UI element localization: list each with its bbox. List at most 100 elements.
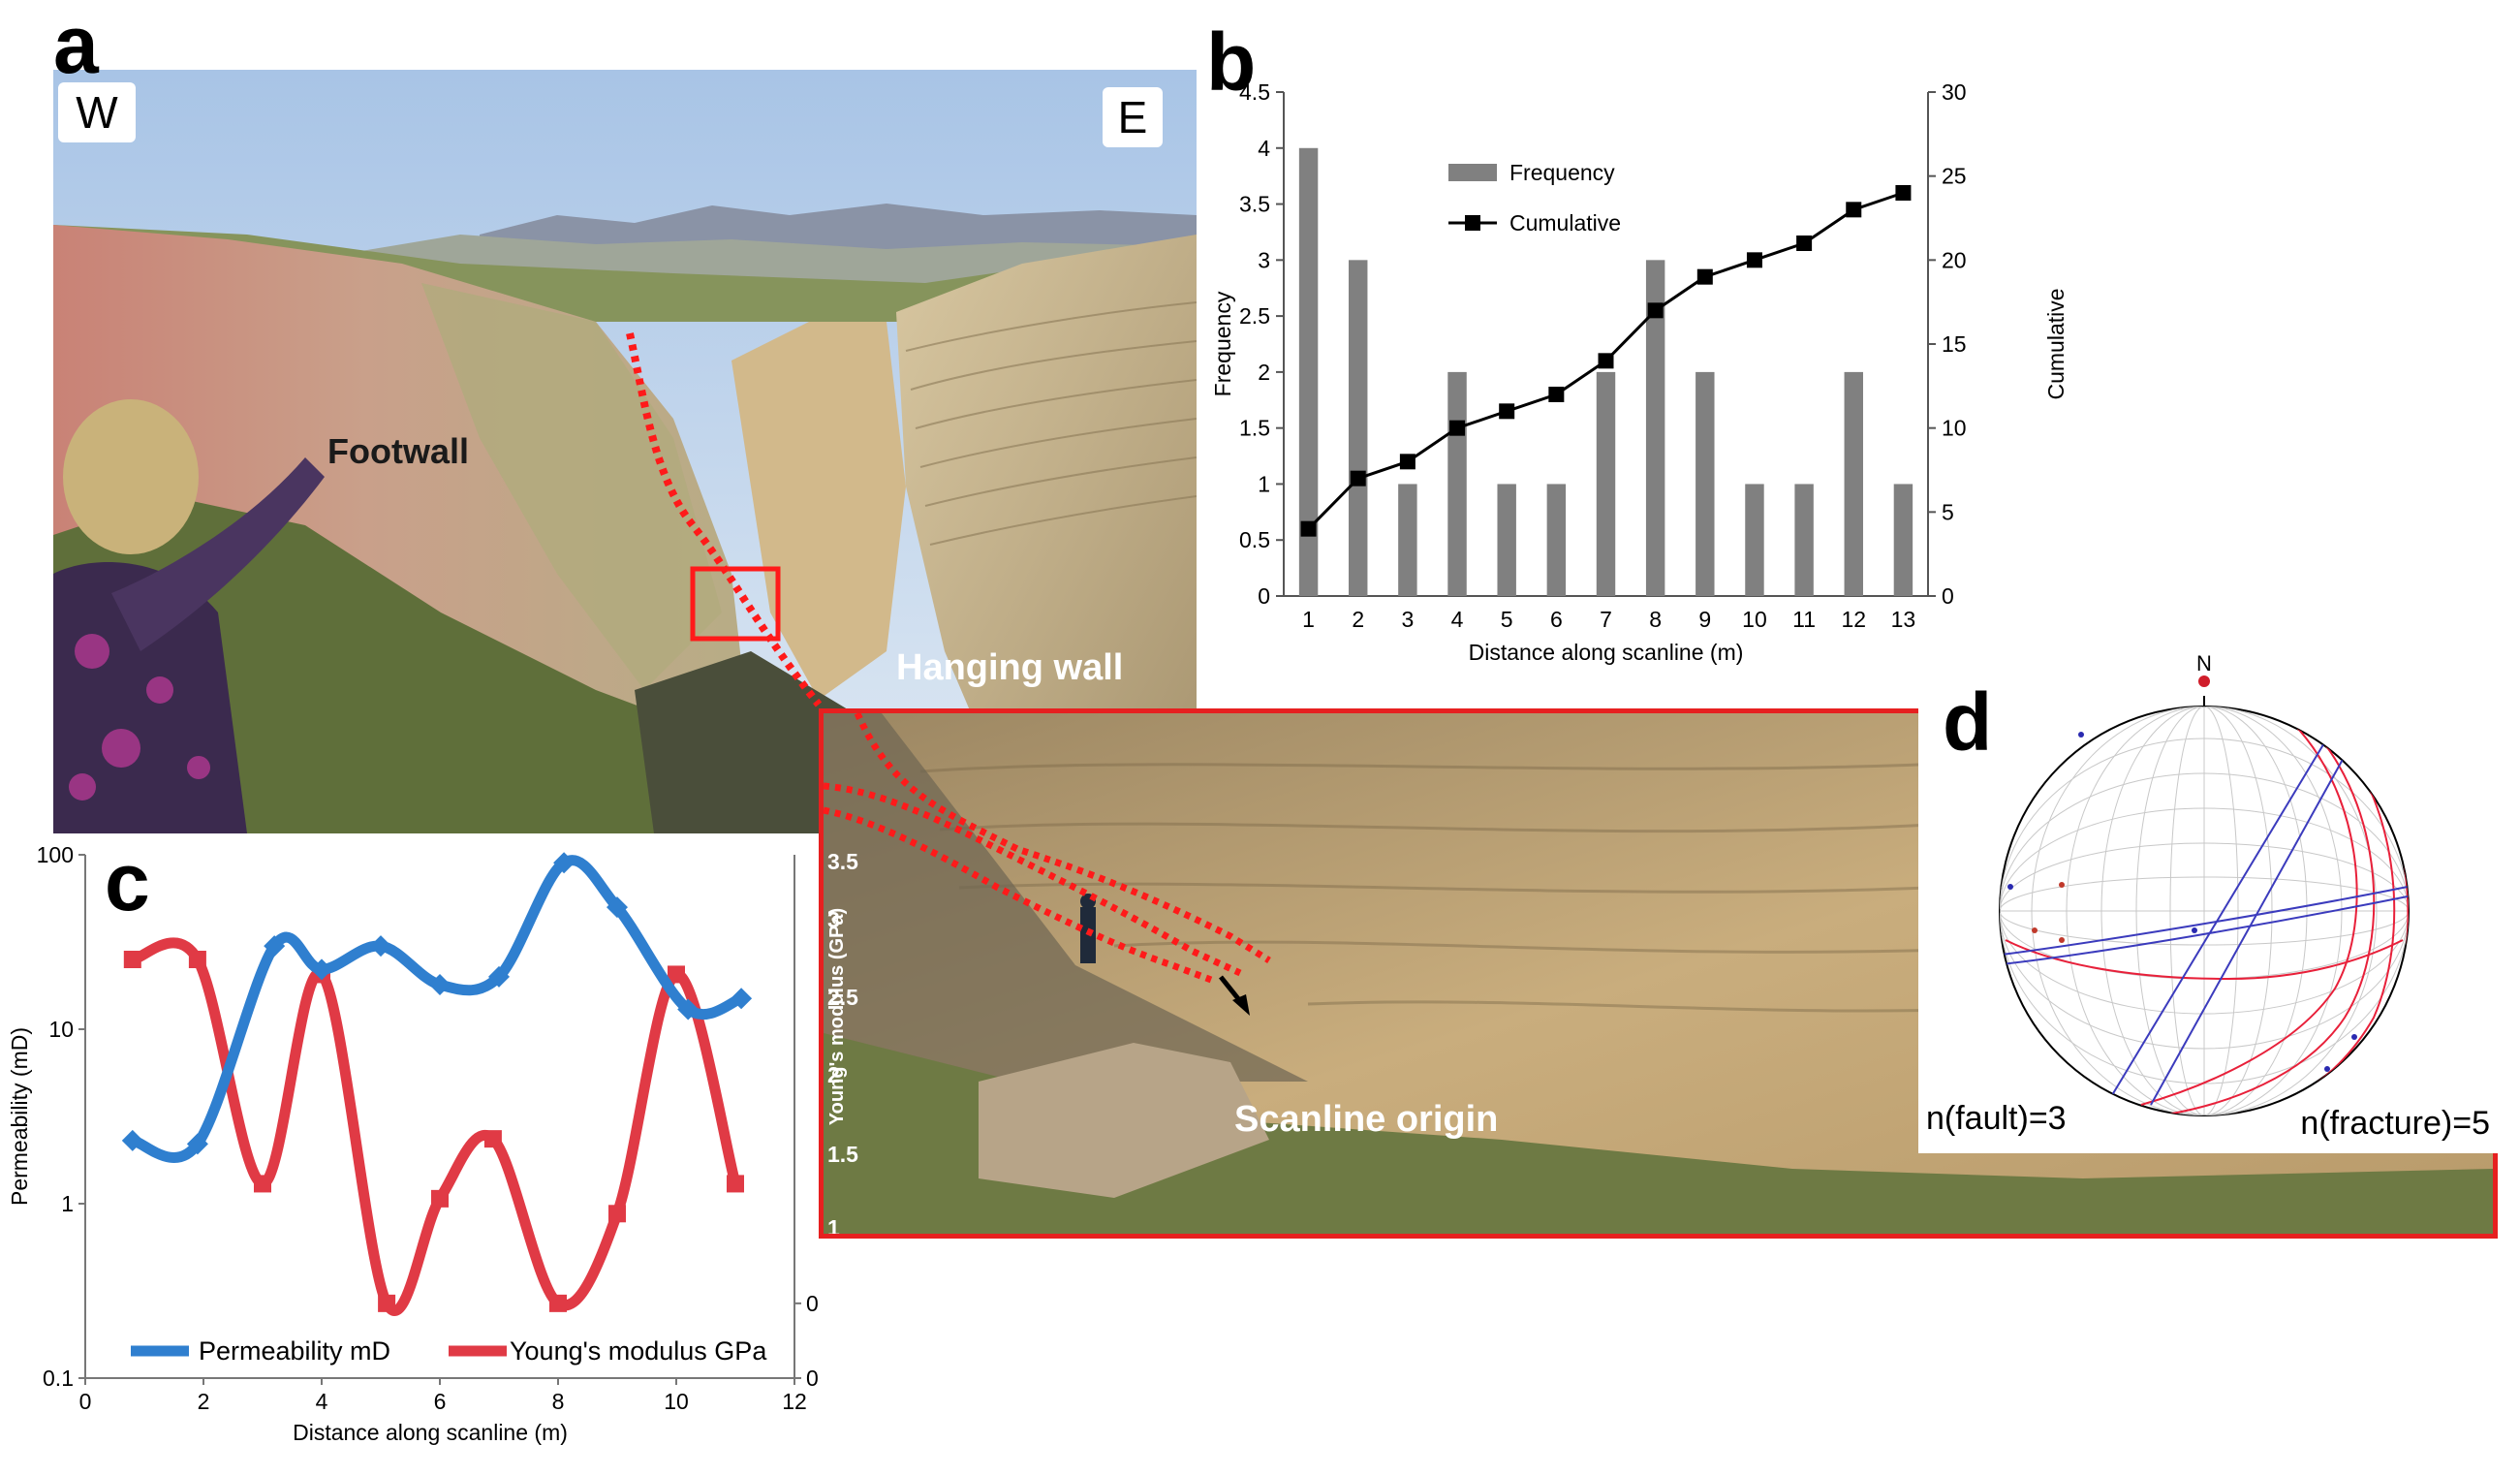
y2-tick-label: 25 <box>1942 164 1967 189</box>
west-label: W <box>58 82 136 142</box>
legend-cumulative-label: Cumulative <box>1509 210 1621 236</box>
cumulative-point <box>1598 353 1614 369</box>
x-tick-label: 8 <box>1649 607 1662 632</box>
cumulative-point <box>1647 302 1664 319</box>
y-tick-label: 0.1 <box>43 1366 74 1391</box>
y2-tick-label: 20 <box>1942 247 1967 272</box>
cumulative-point <box>1895 185 1912 201</box>
legend-cumulative-marker <box>1465 215 1480 231</box>
x-tick-label: 4 <box>316 1389 328 1414</box>
x-tick-label: 7 <box>1600 607 1612 632</box>
permeability-point <box>553 852 576 874</box>
cumulative-point <box>1696 268 1713 285</box>
youngs-modulus-line <box>127 937 741 1317</box>
x-tick-label: 12 <box>1841 607 1866 632</box>
y2-tick-label: 0 <box>1942 583 1954 609</box>
inset-location-box <box>690 566 781 642</box>
pole-points <box>2007 732 2357 1072</box>
frequency-bar <box>1696 371 1715 596</box>
permeability-line <box>127 855 747 1163</box>
young-tick-3: 3 <box>827 907 840 932</box>
x-tick-label: 4 <box>1451 607 1464 632</box>
x-tick-label: 2 <box>198 1389 210 1414</box>
cumulative-point <box>1548 387 1565 402</box>
cumulative-point <box>1350 470 1366 487</box>
x-tick-label: 12 <box>782 1389 807 1414</box>
x-axis-label: Distance along scanline (m) <box>1469 640 1744 665</box>
frequency-bar <box>1298 147 1319 596</box>
frequency-bar <box>1349 260 1368 596</box>
youngs-modulus-point <box>668 965 685 984</box>
y-tick-label: 4 <box>1258 136 1270 161</box>
y2-tick-label: 5 <box>1942 499 1954 524</box>
y2-tick-label: 15 <box>1942 331 1967 357</box>
x-tick-label: 10 <box>664 1389 689 1414</box>
youngs-modulus-point <box>608 1205 626 1223</box>
young-tick-2-5: 2.5 <box>827 985 858 1010</box>
x-tick-label: 9 <box>1698 607 1711 632</box>
frequency-bar <box>1645 260 1665 596</box>
cumulative-point <box>1300 520 1317 537</box>
inset-fault-lines <box>824 713 1271 984</box>
young-axis-label: Young's modulus (GPa) <box>826 907 848 1126</box>
north-label: N <box>2196 651 2212 675</box>
y-tick-label: 2.5 <box>1239 303 1270 329</box>
frequency-bar <box>1745 484 1764 596</box>
x-tick-label: 3 <box>1401 607 1414 632</box>
youngs-modulus-point <box>727 1175 744 1193</box>
cumulative-point <box>1449 420 1466 436</box>
frequency-bar <box>1596 371 1616 596</box>
panel-letter-b: b <box>1206 16 1257 108</box>
person-figure <box>53 399 325 833</box>
permeability-point <box>121 1129 143 1151</box>
frequency-bar <box>1546 484 1567 596</box>
footwall-label: Footwall <box>327 431 469 471</box>
y-axis-label: Permeability (mD) <box>7 1027 32 1206</box>
y2-tick-label: 0 <box>806 1366 819 1391</box>
geologist-figure <box>1080 907 1096 963</box>
frequency-bar <box>1844 371 1863 596</box>
panel-letter-d: d <box>1943 676 1993 768</box>
east-label: E <box>1103 87 1163 147</box>
y-tick-label: 0 <box>1258 583 1270 609</box>
panel-letter-c: c <box>105 836 150 927</box>
fault-planes <box>2001 740 2409 1106</box>
y-tick-label: 100 <box>37 842 74 867</box>
cumulative-point <box>1399 454 1416 470</box>
y-tick-label: 3.5 <box>1239 192 1270 217</box>
x-tick-label: 6 <box>1550 607 1563 632</box>
permeability-point <box>370 935 391 958</box>
legend-youngs-label: Young's modulus GPa <box>510 1336 767 1366</box>
y-tick-label: 1 <box>1258 471 1270 496</box>
panel-c-background <box>0 835 819 1476</box>
y2-tick-label: 30 <box>1942 79 1967 105</box>
y-tick-label: 1 <box>61 1191 74 1216</box>
y-tick-label: 4.5 <box>1239 79 1270 105</box>
permeability-point <box>731 988 753 1010</box>
y-tick-label: 1.5 <box>1239 416 1270 441</box>
x-tick-label: 8 <box>552 1389 565 1414</box>
panel-letter-a: a <box>53 0 99 90</box>
fault-count-label: n(fault)=3 <box>1926 1100 2067 1137</box>
x-tick-label: 10 <box>1742 607 1767 632</box>
young-tick-2: 2 <box>827 1062 840 1087</box>
youngs-modulus-point <box>378 1294 396 1312</box>
cumulative-point <box>1846 202 1862 218</box>
x-tick-label: 2 <box>1352 607 1364 632</box>
frequency-bar <box>1398 484 1417 596</box>
panel-a-photo <box>53 70 1197 833</box>
scanline-origin-arrow <box>1219 975 1250 1016</box>
youngs-modulus-point <box>188 951 206 968</box>
y-tick-label: 2 <box>1258 360 1270 385</box>
x-tick-label: 11 <box>1792 607 1816 632</box>
frequency-bar <box>1893 484 1913 596</box>
y2-tick-label: 0.5 <box>806 1291 819 1316</box>
frequency-bar <box>1794 484 1814 596</box>
young-tick-3-5: 3.5 <box>827 849 858 874</box>
y-tick-label: 3 <box>1258 247 1270 272</box>
y-axis-label: Frequency <box>1210 291 1235 396</box>
x-tick-label: 0 <box>79 1389 92 1414</box>
young-tick-1-5: 1.5 <box>827 1142 858 1167</box>
